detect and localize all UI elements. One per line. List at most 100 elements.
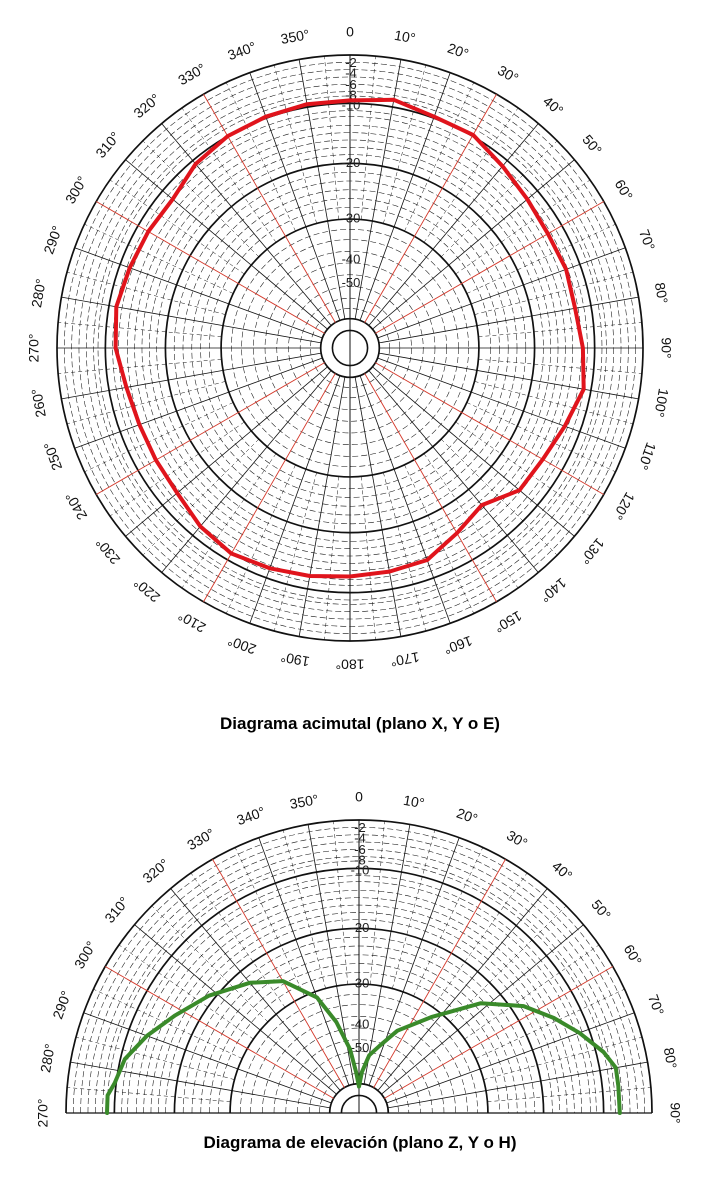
grid-spoke	[249, 375, 341, 624]
grid-ring	[95, 849, 623, 1114]
angle-tick-label: 140°	[537, 575, 569, 606]
grid-spoke	[383, 472, 427, 632]
angle-tick-label: 40°	[540, 93, 567, 119]
grid-spoke-red	[203, 373, 336, 602]
series-line	[105, 979, 622, 1115]
grid-spoke	[67, 1087, 231, 1103]
angle-tick-label: 300°	[62, 173, 90, 206]
grid-spoke	[61, 296, 322, 344]
grid-ring	[182, 936, 536, 1114]
angle-tick-label: 260°	[28, 387, 49, 418]
angle-tick-label: 290°	[40, 223, 65, 256]
grid-spoke	[273, 64, 317, 224]
grid-spoke	[298, 376, 346, 637]
angle-tick-label: 110°	[635, 440, 660, 472]
elevation-chart: 0 10° 20° 30° 40° 50° 60° 70° 80° 90° 270° 280° 290°…	[35, 789, 684, 1128]
grid-spoke	[487, 1087, 651, 1103]
grid-spoke	[478, 322, 642, 338]
angle-tick-label: 350°	[279, 26, 310, 47]
grid-spoke	[225, 464, 296, 614]
grid-spoke	[363, 824, 411, 1085]
grid-spoke	[66, 381, 226, 425]
grid-spoke	[75, 1036, 235, 1080]
polar-grid	[56, 54, 644, 642]
angle-tick-label: 120°	[610, 490, 638, 523]
grid-spoke	[368, 370, 539, 573]
angle-tick-label: 0	[346, 24, 354, 40]
angle-tick-label: 50°	[588, 896, 614, 923]
grid-spoke	[84, 223, 234, 294]
angle-tick-label: 10°	[402, 792, 426, 811]
grid-ring	[308, 1062, 410, 1114]
grid-spoke-red	[373, 859, 506, 1088]
angle-tick-label: 10°	[393, 27, 417, 46]
grid-spoke	[440, 140, 558, 258]
grid-spoke	[440, 438, 558, 556]
radial-tick-label: -20	[342, 155, 361, 170]
grid-spoke	[109, 179, 245, 275]
grid-ring	[240, 994, 478, 1114]
grid-spoke	[474, 271, 634, 315]
grid-spoke-red	[96, 362, 325, 495]
angle-tick-label: 60°	[612, 177, 636, 203]
grid-spoke-red	[375, 201, 604, 334]
grid-spoke	[93, 988, 243, 1059]
angle-tick-label: 340°	[225, 38, 258, 63]
radial-tick-label: -40	[351, 1017, 370, 1032]
grid-spoke	[378, 352, 639, 400]
grid-spoke	[190, 872, 286, 1008]
grid-spoke-red	[96, 201, 325, 334]
angle-tick-label: 20°	[445, 40, 470, 62]
grid-spoke	[170, 888, 341, 1091]
grid-spoke	[354, 376, 402, 637]
grid-spoke	[134, 924, 337, 1095]
angle-tick-label: 320°	[139, 855, 171, 886]
grid-spoke	[392, 829, 436, 989]
angle-tick-label: 230°	[92, 535, 123, 567]
grid-spoke	[58, 322, 222, 338]
grid-spoke	[359, 375, 451, 624]
grid-spoke	[381, 924, 584, 1095]
grid-spoke	[474, 381, 634, 425]
radial-tick-label: -20	[351, 920, 370, 935]
grid-spoke	[455, 421, 591, 517]
angle-tick-label: 280°	[37, 1042, 58, 1073]
grid-spoke	[324, 56, 340, 220]
grid-spoke-red	[105, 966, 334, 1099]
angle-tick-label: 80°	[652, 281, 671, 305]
polar-grid	[65, 819, 653, 1114]
grid-spoke-red	[364, 373, 497, 602]
angle-tick-label: 90°	[667, 1102, 683, 1123]
angle-tick-label: 150°	[492, 608, 525, 636]
grid-spoke	[84, 402, 234, 473]
radial-tick-label: -10	[351, 863, 370, 878]
radial-tick-label: -30	[342, 211, 361, 226]
grid-spoke-red	[364, 94, 497, 323]
radial-tick-label: -8	[354, 852, 366, 867]
grid-spoke	[74, 247, 323, 339]
grid-spoke	[74, 357, 323, 449]
grid-spoke	[387, 1061, 648, 1109]
grid-spoke-red	[375, 362, 604, 495]
radial-tick-label: -4	[354, 830, 366, 845]
grid-spoke	[70, 1061, 331, 1109]
grid-spoke	[372, 159, 575, 330]
grid-spoke	[258, 837, 350, 1086]
angle-tick-label: 330°	[184, 825, 217, 853]
grid-spoke	[404, 82, 475, 232]
angle-tick-label: 270°	[35, 1099, 51, 1128]
angle-tick-label: 340°	[234, 803, 267, 828]
grid-spoke	[386, 1012, 635, 1104]
radial-tick-label: -50	[351, 1040, 370, 1055]
radial-labels: -2-4-6-8-10 -20 -30 -40 -50	[351, 820, 370, 1055]
radial-tick-label: -50	[342, 275, 361, 290]
grid-spoke	[377, 357, 626, 449]
grid-spoke	[475, 988, 625, 1059]
grid-ring	[106, 860, 612, 1114]
grid-spoke	[372, 366, 575, 537]
grid-spoke	[249, 72, 341, 321]
angle-tick-label: 20°	[454, 805, 479, 827]
angle-tick-label: 190°	[279, 649, 310, 670]
grid-spoke	[413, 847, 484, 997]
grid-spoke	[324, 476, 340, 640]
